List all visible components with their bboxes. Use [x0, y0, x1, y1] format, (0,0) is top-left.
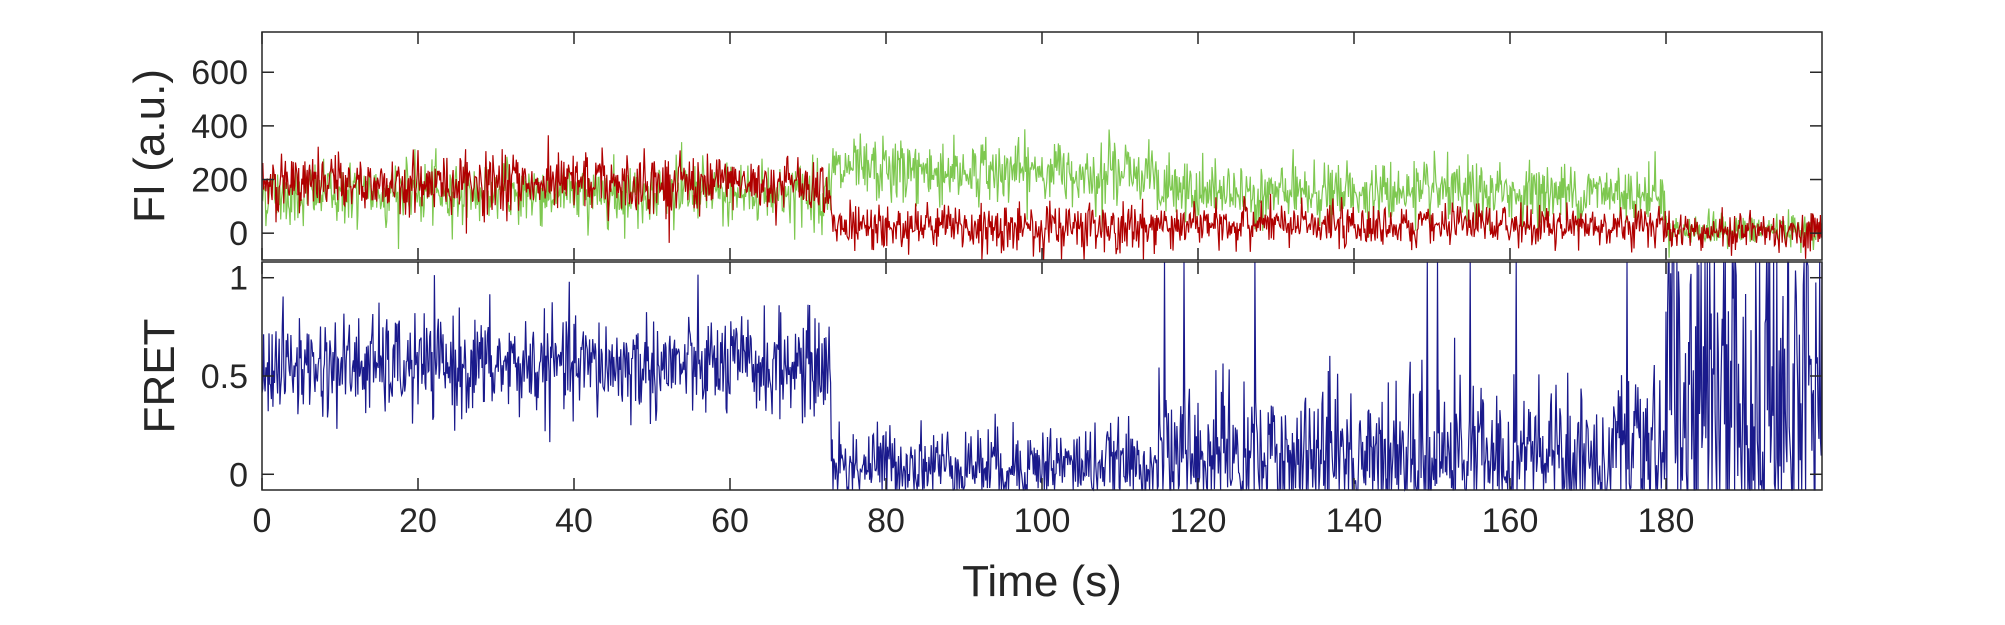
- x-tick-label: 160: [1482, 502, 1539, 540]
- fluorescence-panel: 0 200 400 600 FI (a.u.): [125, 31, 1823, 261]
- x-tick-label: 180: [1638, 502, 1695, 540]
- x-tick-label: 0: [253, 502, 272, 540]
- x-tick-label: 40: [555, 502, 593, 540]
- fluorescence-y-tick-label: 600: [191, 54, 248, 92]
- fluorescence-y-tick-label: 0: [229, 215, 248, 253]
- fluorescence-traces: [261, 129, 1823, 261]
- fret-y-tick-label: 0: [229, 456, 248, 494]
- acceptor-trace: [261, 135, 1823, 261]
- fluorescence-y-tick-label: 400: [191, 108, 248, 146]
- x-tick-label: 100: [1014, 502, 1071, 540]
- fluorescence-y-axis-label: FI (a.u.): [125, 69, 174, 223]
- x-tick-label: 60: [711, 502, 749, 540]
- fret-panel: 0 20 40 60 80 100 120 140 160 180 0 0.5 1 FRET Time …: [135, 260, 1823, 606]
- fret-y-tick-label: 1: [229, 260, 248, 298]
- x-tick-label: 80: [867, 502, 905, 540]
- fret-y-tick-label: 0.5: [201, 358, 248, 396]
- x-tick-label: 20: [399, 502, 437, 540]
- fret-y-axis-label: FRET: [135, 319, 184, 434]
- x-axis-label: Time (s): [962, 557, 1122, 606]
- fret-ticks: 0 20 40 60 80 100 120 140 160 180 0 0.5 1: [201, 260, 1822, 540]
- x-tick-label: 140: [1326, 502, 1383, 540]
- fluorescence-y-tick-label: 200: [191, 162, 248, 200]
- fluorescence-ticks: 0 200 400 600: [191, 32, 1822, 260]
- x-tick-label: 120: [1170, 502, 1227, 540]
- fret-trace: [261, 261, 1823, 492]
- fret-efficiency-trace: [261, 261, 1823, 492]
